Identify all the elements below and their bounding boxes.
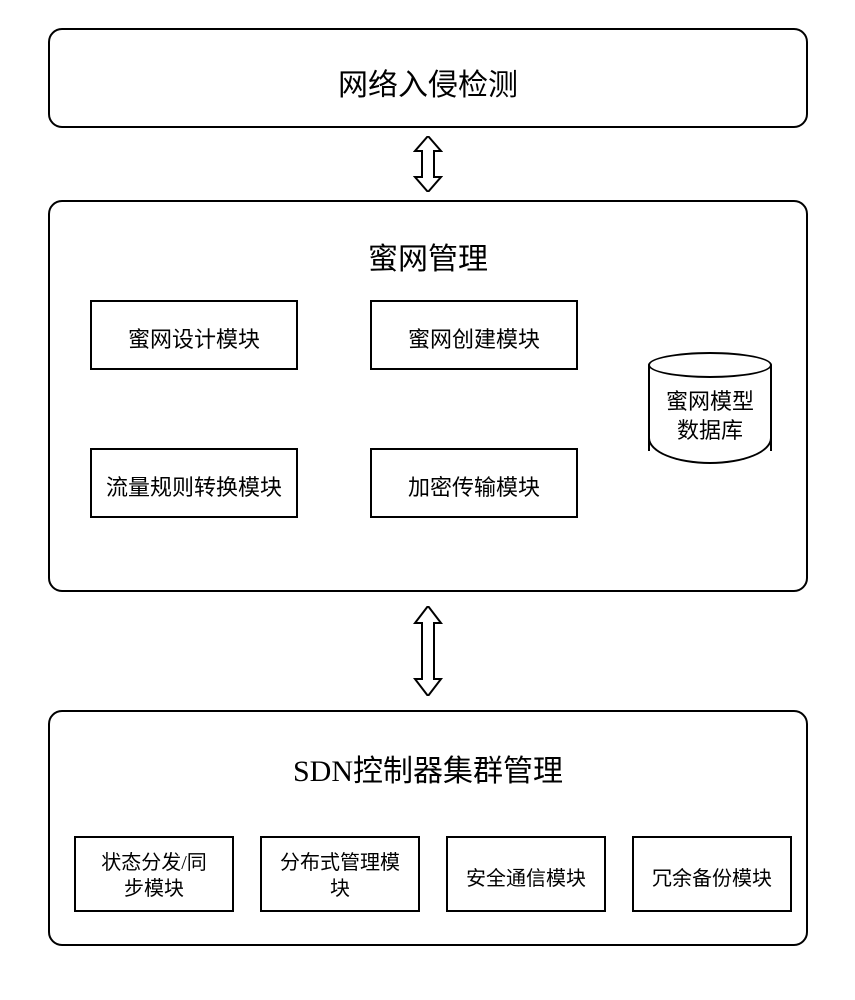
module-design-label: 蜜网设计模块 — [90, 322, 298, 354]
module-encrypt-label: 加密传输模块 — [370, 470, 578, 502]
top-box-title: 网络入侵检测 — [48, 60, 808, 104]
bottom-box-title: SDN控制器集群管理 — [48, 746, 808, 790]
mid-box-title: 蜜网管理 — [48, 234, 808, 278]
diagram-canvas: 网络入侵检测 蜜网管理 蜜网设计模块 蜜网创建模块 流量规则转换模块 加密传输模… — [0, 0, 855, 1000]
module-traffic-label: 流量规则转换模块 — [90, 470, 298, 502]
arrow-mid-bottom — [413, 606, 443, 696]
database-label: 蜜网模型 数据库 — [648, 388, 772, 445]
module-dist-label: 分布式管理模 块 — [260, 850, 420, 902]
database-cylinder: 蜜网模型 数据库 — [648, 352, 772, 464]
module-backup-label: 冗余备份模块 — [632, 862, 792, 891]
module-secure-label: 安全通信模块 — [446, 862, 606, 891]
arrow-top-mid — [413, 136, 443, 192]
module-status-label: 状态分发/同 步模块 — [74, 850, 234, 902]
module-create-label: 蜜网创建模块 — [370, 322, 578, 354]
